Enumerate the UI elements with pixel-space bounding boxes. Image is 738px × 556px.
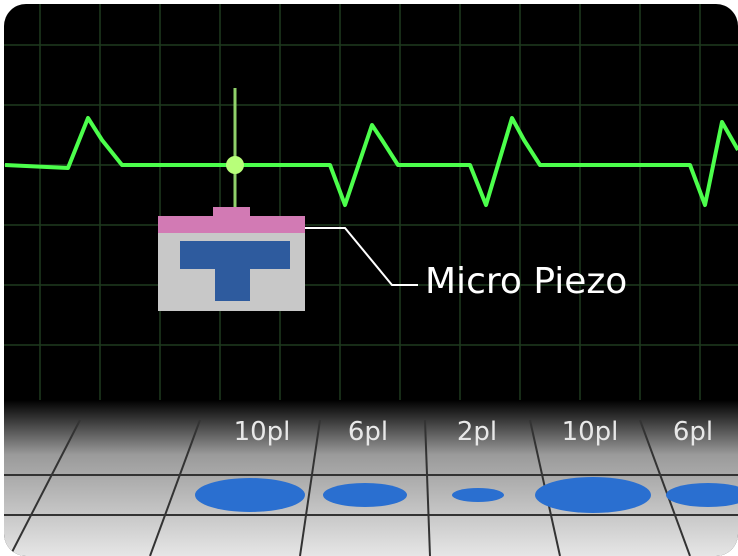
- droplet-label: 6pl: [348, 417, 388, 447]
- droplet-label: 10pl: [234, 417, 291, 447]
- callout-label: Micro Piezo: [425, 261, 627, 302]
- leader-line: [305, 227, 418, 286]
- piezo-head: [158, 207, 305, 311]
- droplet-label: 6pl: [673, 417, 713, 447]
- cursor-dot: [226, 156, 244, 174]
- droplet-label: 2pl: [457, 417, 497, 447]
- droplet-label: 10pl: [562, 417, 619, 447]
- scope-grid: [4, 4, 738, 420]
- paper-floor: [4, 400, 738, 556]
- waveform: [4, 116, 738, 207]
